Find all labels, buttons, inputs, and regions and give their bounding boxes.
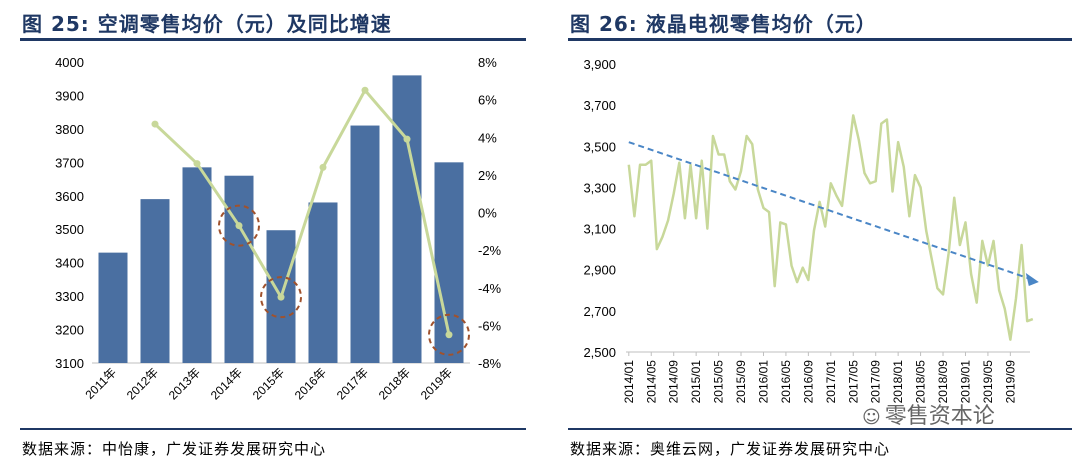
growth-point: [151, 120, 159, 128]
x-tick-label: 2017/01: [824, 360, 838, 404]
y-right-tick-label: 0%: [478, 206, 497, 221]
x-tick-label: 2017年: [334, 365, 371, 402]
x-tick-label: 2017/09: [869, 360, 883, 404]
x-tick-label: 2014/05: [644, 360, 658, 404]
y-right-tick-label: 2%: [478, 168, 497, 183]
x-tick-label: 2016年: [292, 365, 329, 402]
y-tick-label: 3,700: [583, 98, 616, 113]
y-right-tick-label: -6%: [478, 318, 502, 333]
x-tick-label: 2014/01: [622, 360, 636, 404]
y-right-tick-label: 6%: [478, 93, 497, 108]
y-tick-label: 2,900: [583, 263, 616, 278]
x-tick-label: 2019年: [418, 365, 455, 402]
y-tick-label: 3,500: [583, 139, 616, 154]
growth-line: [153, 87, 451, 336]
growth-point: [319, 163, 327, 171]
y-tick-label: 3,300: [583, 180, 616, 195]
x-tick-label: 2018年: [376, 365, 413, 402]
highlight-circle: [260, 276, 302, 319]
y-right-tick-label: -4%: [478, 281, 502, 296]
highlight-circle: [428, 313, 470, 356]
y-right-tick-label: -8%: [478, 356, 502, 371]
right-source-text: 数据来源：奥维云网，广发证券发展研究中心: [570, 440, 891, 458]
growth-point: [361, 86, 369, 94]
y-left-tick-label: 3100: [55, 356, 84, 371]
bar: [182, 167, 212, 363]
right-figure-title: 图 26: 液晶电视零售均价（元）: [570, 12, 877, 36]
y-right-tick-label: -2%: [478, 243, 502, 258]
x-tick-label: 2011年: [82, 365, 119, 402]
x-tick-label: 2019/09: [1003, 360, 1017, 404]
x-tick-label: 2015/05: [712, 360, 726, 404]
growth-point: [235, 222, 243, 230]
y-left-tick-label: 3600: [55, 189, 84, 204]
y-left-tick-label: 3400: [55, 256, 84, 271]
x-tick-label: 2014年: [208, 365, 245, 402]
left-figure-panel: 图 25: 空调零售均价（元）及同比增速 3100 3200 3300 3400 350…: [0, 0, 530, 466]
x-tick-label: 2017/05: [846, 360, 860, 404]
right-figure-panel: 图 26: 液晶电视零售均价（元） 2,500 2,700 2,900 3,100 3,…: [548, 0, 1080, 466]
x-tick-label: 2016/09: [801, 360, 815, 404]
y-tick-label: 2,700: [583, 304, 616, 319]
bar: [392, 75, 422, 363]
y-left-tick-label: 3700: [55, 155, 84, 170]
y-left-tick-label: 3300: [55, 289, 84, 304]
y-left-tick-label: 3200: [55, 323, 84, 338]
left-title-rule: [20, 38, 526, 41]
bar: [350, 125, 380, 364]
wechat-icon: ☺: [862, 407, 881, 428]
x-tick-label: 2016/01: [756, 360, 770, 404]
bar: [98, 252, 128, 363]
growth-point: [403, 135, 411, 143]
watermark: ☺ 零售资本论: [862, 398, 995, 430]
x-tick-label: 2019/05: [981, 360, 995, 404]
ac-price-chart: 3100 3200 3300 3400 3500 3600 3700 3800 3900 4000…: [55, 55, 502, 402]
x-tick-label: 2012年: [124, 365, 161, 402]
bar: [308, 202, 338, 363]
y-right-tick-label: 8%: [478, 55, 497, 70]
left-source-rule: [20, 428, 526, 430]
y-left-tick-label: 3500: [55, 222, 84, 237]
bar: [140, 199, 170, 363]
watermark-text: 零售资本论: [884, 404, 995, 429]
x-tick-label: 2013年: [166, 365, 203, 402]
y-left-tick-label: 4000: [55, 55, 84, 70]
tv-price-chart: 2,500 2,700 2,900 3,100 3,300 3,500 3,700 3,900…: [583, 57, 1039, 404]
growth-point: [445, 331, 453, 339]
x-tick-label: 2018/09: [936, 360, 950, 404]
y-tick-label: 3,900: [583, 57, 616, 72]
y-tick-label: 3,100: [583, 222, 616, 237]
x-tick-label: 2018/01: [891, 360, 905, 404]
x-tick-label: 2018/05: [914, 360, 928, 404]
x-tick-label: 2014/09: [667, 360, 681, 404]
x-tick-label: 2015/01: [689, 360, 703, 404]
x-tick-label: 2015/09: [734, 360, 748, 404]
x-tick-label: 2015年: [250, 365, 287, 402]
y-left-tick-label: 3800: [55, 122, 84, 137]
bar: [224, 175, 254, 363]
y-left-tick-label: 3900: [55, 88, 84, 103]
tv-price-line: [627, 114, 1034, 341]
left-source-text: 数据来源：中怡康，广发证券发展研究中心: [22, 440, 327, 458]
trend-arrowhead: [1025, 273, 1039, 287]
growth-point: [193, 160, 201, 168]
growth-point: [277, 293, 285, 301]
left-figure-title: 图 25: 空调零售均价（元）及同比增速: [22, 12, 392, 36]
y-right-tick-label: 4%: [478, 130, 497, 145]
y-tick-label: 2,500: [583, 345, 616, 360]
right-source-rule: [568, 428, 1072, 430]
right-title-rule: [568, 38, 1072, 41]
x-tick-label: 2016/05: [779, 360, 793, 404]
highlight-circle: [218, 204, 260, 247]
trend-line: [628, 141, 1032, 281]
x-tick-label: 2019/01: [958, 360, 972, 404]
